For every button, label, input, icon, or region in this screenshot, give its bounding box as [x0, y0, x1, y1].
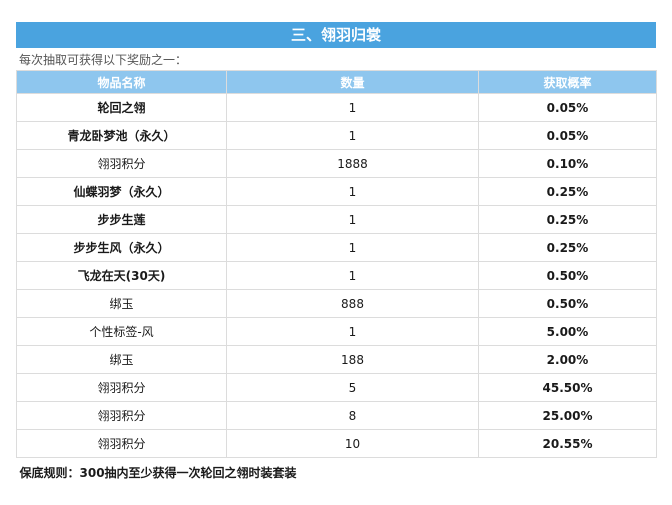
header-probability: 获取概率: [478, 70, 657, 94]
item-name-cell: 步步生莲: [16, 205, 227, 234]
probability-cell: 0.50%: [478, 261, 657, 290]
table-row: 绑玉 888 0.50%: [16, 289, 657, 318]
probability-cell: 20.55%: [478, 429, 657, 458]
probability-cell: 0.25%: [478, 233, 657, 262]
table-row: 翎羽积分 1888 0.10%: [16, 149, 657, 178]
guarantee-rule-text: 保底规则：300抽内至少获得一次轮回之翎时装套装: [19, 466, 297, 480]
item-name-cell: 绑玉: [16, 289, 227, 318]
probability-cell: 2.00%: [478, 345, 657, 374]
quantity-cell: 188: [226, 345, 479, 374]
table-row: 轮回之翎 1 0.05%: [16, 93, 657, 122]
reward-table: 物品名称 数量 获取概率 轮回之翎 1 0.05% 青龙卧梦池（永久） 1 0.05% 翎羽…: [16, 70, 657, 487]
guarantee-rule-row: 保底规则：300抽内至少获得一次轮回之翎时装套装: [17, 458, 657, 488]
table-row: 翎羽积分 10 20.55%: [16, 429, 657, 458]
item-name-cell: 个性标签-风: [16, 317, 227, 346]
section-title: 三、翎羽归裳: [16, 22, 656, 48]
quantity-cell: 1: [226, 233, 479, 262]
quantity-cell: 1888: [226, 149, 479, 178]
quantity-cell: 1: [226, 261, 479, 290]
reward-panel: 三、翎羽归裳 每次抽取可获得以下奖励之一： 物品名称 数量 获取概率 轮回之翎 1…: [16, 22, 657, 487]
item-name-cell: 翎羽积分: [16, 401, 227, 430]
item-name-cell: 仙蝶羽梦（永久）: [16, 177, 227, 206]
probability-cell: 0.25%: [478, 177, 657, 206]
probability-cell: 45.50%: [478, 373, 657, 402]
table-row: 个性标签-风 1 5.00%: [16, 317, 657, 346]
probability-cell: 0.10%: [478, 149, 657, 178]
item-name-cell: 轮回之翎: [16, 93, 227, 122]
table-header-row: 物品名称 数量 获取概率: [16, 70, 657, 94]
table-row: 仙蝶羽梦（永久） 1 0.25%: [16, 177, 657, 206]
item-name-cell: 翎羽积分: [16, 149, 227, 178]
quantity-cell: 10: [226, 429, 479, 458]
table-row: 青龙卧梦池（永久） 1 0.05%: [16, 121, 657, 150]
quantity-cell: 1: [226, 93, 479, 122]
quantity-cell: 1: [226, 317, 479, 346]
probability-cell: 0.50%: [478, 289, 657, 318]
quantity-cell: 888: [226, 289, 479, 318]
table-row: 翎羽积分 8 25.00%: [16, 401, 657, 430]
table-row: 翎羽积分 5 45.50%: [16, 373, 657, 402]
item-name-cell: 青龙卧梦池（永久）: [16, 121, 227, 150]
probability-cell: 0.05%: [478, 121, 657, 150]
probability-cell: 25.00%: [478, 401, 657, 430]
item-name-cell: 飞龙在天(30天): [16, 261, 227, 290]
probability-cell: 0.25%: [478, 205, 657, 234]
quantity-cell: 1: [226, 177, 479, 206]
probability-cell: 0.05%: [478, 93, 657, 122]
header-item-name: 物品名称: [16, 70, 227, 94]
item-name-cell: 翎羽积分: [16, 429, 227, 458]
quantity-cell: 5: [226, 373, 479, 402]
quantity-cell: 8: [226, 401, 479, 430]
table-row: 步步生莲 1 0.25%: [16, 205, 657, 234]
item-name-cell: 绑玉: [16, 345, 227, 374]
table-row: 绑玉 188 2.00%: [16, 345, 657, 374]
reward-intro-text: 每次抽取可获得以下奖励之一：: [19, 53, 188, 67]
item-name-cell: 步步生风（永久）: [16, 233, 227, 262]
probability-cell: 5.00%: [478, 317, 657, 346]
quantity-cell: 1: [226, 205, 479, 234]
table-row: 飞龙在天(30天) 1 0.50%: [16, 261, 657, 290]
header-quantity: 数量: [226, 70, 479, 94]
table-row: 步步生风（永久） 1 0.25%: [16, 233, 657, 262]
item-name-cell: 翎羽积分: [16, 373, 227, 402]
quantity-cell: 1: [226, 121, 479, 150]
